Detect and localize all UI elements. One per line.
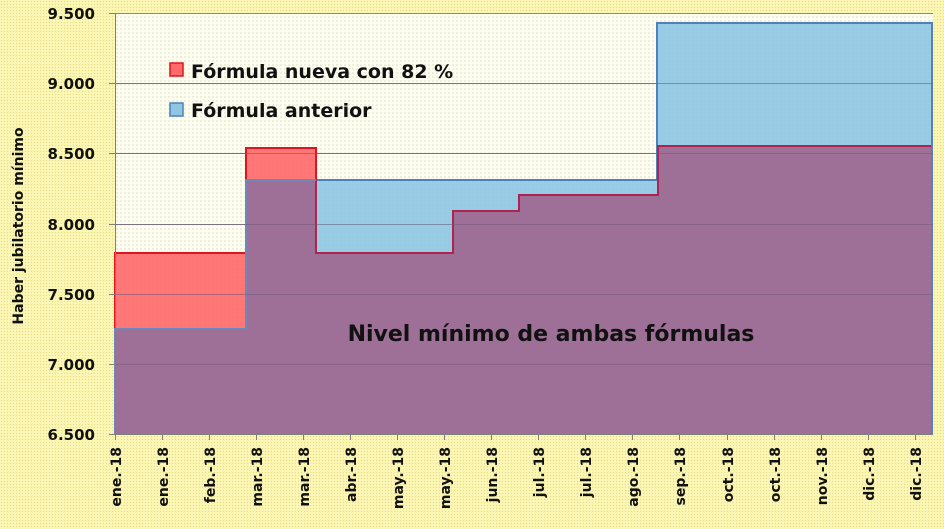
y-tick-label: 8.500: [48, 145, 95, 163]
y-tick-marks: [109, 13, 115, 435]
x-tick-label: ene.-18: [156, 447, 172, 507]
x-tick-label: jun.-18: [485, 447, 501, 503]
y-tick-label: 7.000: [48, 356, 95, 374]
legend-swatch-red: [169, 62, 184, 77]
x-tick-marks: [115, 434, 916, 440]
overlap-red-edge: [315, 145, 932, 254]
x-tick-label: may.-18: [438, 447, 454, 509]
legend-item-formula-nueva: Fórmula nueva con 82 %: [169, 61, 453, 83]
x-tick-label: feb.-18: [203, 447, 219, 503]
x-tick-label: oct.-18: [768, 447, 784, 502]
x-tick-label: ago.-18: [626, 447, 642, 507]
overlap-minimum-area: [115, 146, 932, 434]
x-tick-label: jul.-18: [532, 447, 548, 498]
x-tick-labels: ene.-18 ene.-18 feb.-18 mar.-18 mar.-18 …: [109, 447, 925, 509]
y-tick-label: 6.500: [48, 426, 95, 444]
x-tick-label: mar.-18: [250, 447, 266, 507]
x-tick-label: nov.-18: [815, 447, 831, 505]
y-axis-label: Haber jubilatorio mínimo: [11, 127, 27, 325]
y-tick-label: 9.000: [48, 75, 95, 93]
x-tick-label: jul.-18: [579, 447, 595, 498]
legend-item-formula-anterior: Fórmula anterior: [169, 100, 372, 122]
y-tick-label: 9.500: [48, 5, 95, 23]
x-tick-label: dic.-18: [862, 447, 878, 501]
x-tick-label: oct.-18: [721, 447, 737, 502]
legend-swatch-blue: [169, 102, 184, 117]
x-tick-label: ene.-18: [109, 447, 125, 507]
x-tick-label: may.-18: [391, 447, 407, 509]
y-tick-label: 8.000: [48, 216, 95, 234]
annotation-minimum-level: Nivel mínimo de ambas fórmulas: [348, 322, 755, 347]
y-tick-labels: 9.500 9.000 8.500 8.000 7.500 7.000 6.50…: [48, 5, 95, 444]
x-tick-label: dic.-18: [909, 447, 925, 501]
y-tick-label: 7.500: [48, 286, 95, 304]
x-tick-label: mar.-18: [297, 447, 313, 507]
legend-label: Fórmula nueva con 82 %: [191, 61, 453, 83]
x-tick-label: abr.-18: [344, 447, 360, 502]
x-tick-label: sep.-18: [673, 447, 689, 505]
legend: Fórmula nueva con 82 % Fórmula anterior: [169, 61, 453, 122]
legend-label: Fórmula anterior: [191, 100, 372, 122]
